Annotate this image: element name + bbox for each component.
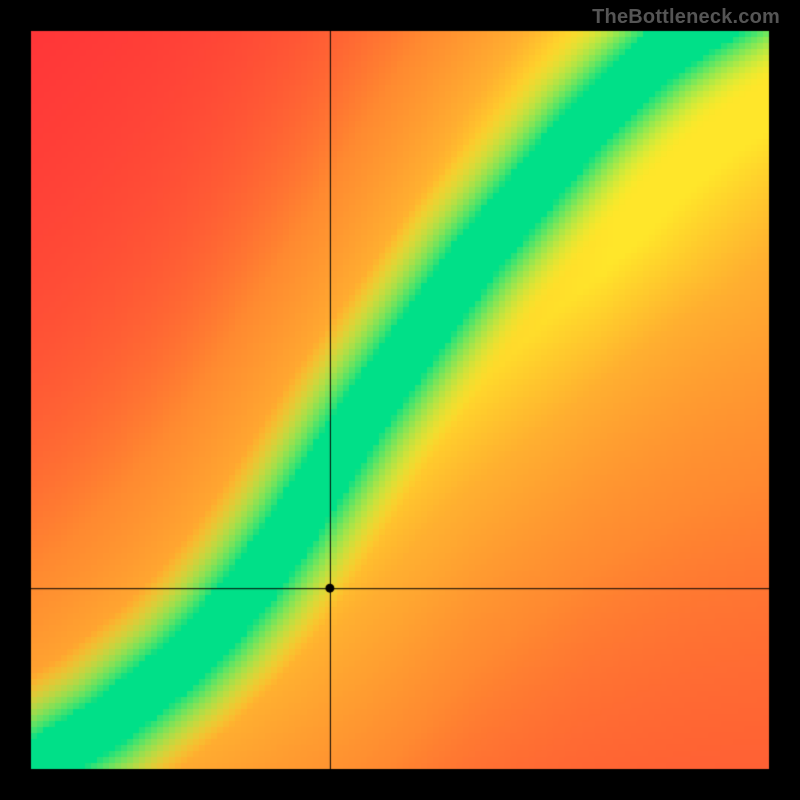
bottleneck-heatmap: [0, 0, 800, 800]
attribution-text: TheBottleneck.com: [592, 6, 780, 29]
